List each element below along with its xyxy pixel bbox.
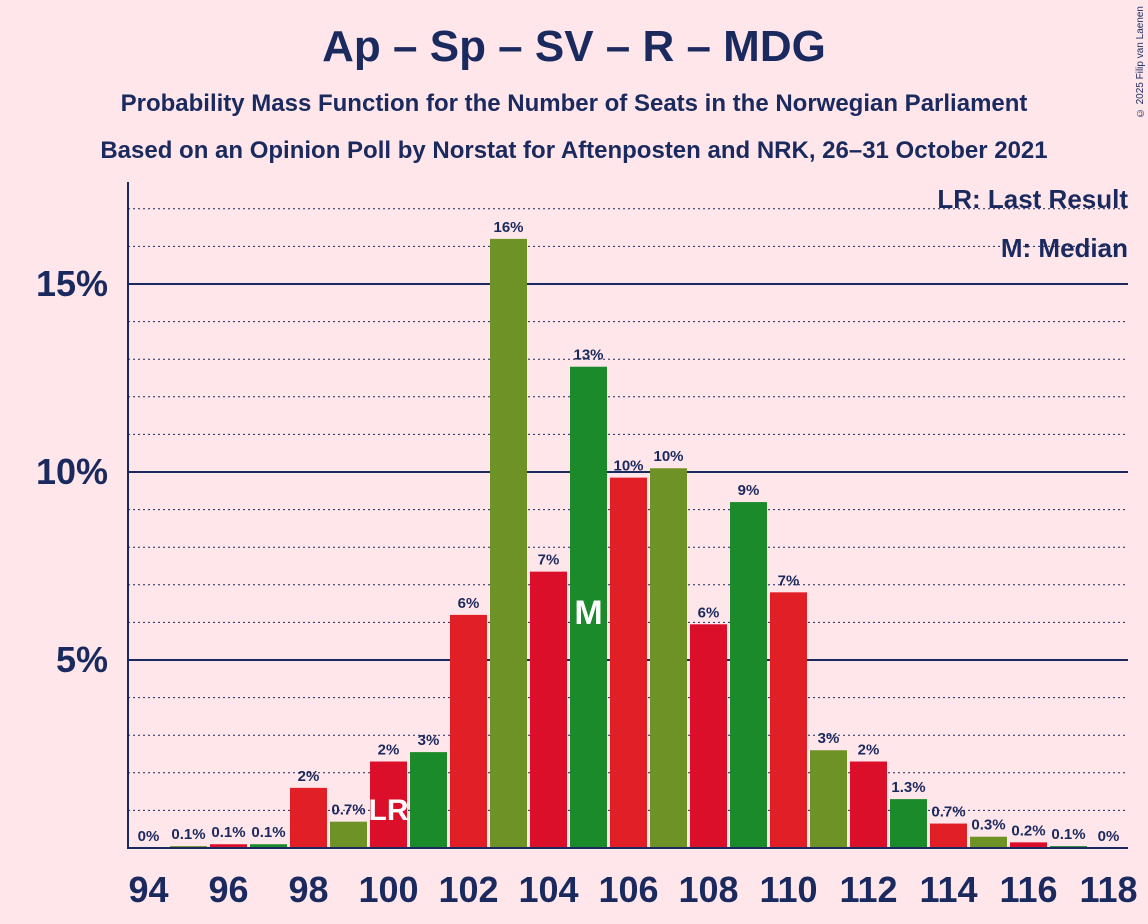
data-label: 0.7% bbox=[331, 802, 365, 819]
bar bbox=[890, 799, 927, 848]
data-label: 0.7% bbox=[931, 804, 965, 821]
x-tick-label: 112 bbox=[839, 869, 897, 910]
chart-subtitle: Probability Mass Function for the Number… bbox=[120, 90, 1028, 117]
legend-median: M: Median bbox=[1000, 233, 1128, 263]
bar bbox=[610, 477, 647, 848]
x-tick-label: 118 bbox=[1079, 869, 1137, 910]
x-tick-label: 114 bbox=[919, 869, 977, 910]
bar bbox=[210, 844, 247, 848]
bar bbox=[770, 592, 807, 848]
x-tick-label: 116 bbox=[999, 869, 1057, 910]
data-label: 0.1% bbox=[171, 826, 205, 843]
data-label: 3% bbox=[418, 732, 440, 749]
data-label: 2% bbox=[858, 742, 880, 759]
y-tick-label: 5% bbox=[56, 639, 108, 680]
x-tick-label: 96 bbox=[208, 869, 248, 910]
data-label: 0.1% bbox=[251, 824, 285, 841]
bar bbox=[970, 836, 1007, 848]
bar bbox=[730, 502, 767, 848]
x-tick-label: 104 bbox=[518, 869, 578, 910]
data-label: 3% bbox=[818, 730, 840, 747]
chart-title: Ap – Sp – SV – R – MDG bbox=[322, 22, 826, 71]
data-label: 7% bbox=[778, 572, 800, 589]
x-tick-label: 102 bbox=[438, 869, 498, 910]
data-label: 10% bbox=[653, 448, 683, 465]
data-label: 7% bbox=[538, 552, 560, 569]
bar bbox=[850, 761, 887, 848]
data-label: 0.1% bbox=[211, 824, 245, 841]
bar bbox=[490, 238, 527, 848]
y-tick-label: 10% bbox=[36, 451, 108, 492]
data-label: 0% bbox=[1098, 828, 1120, 845]
bar bbox=[810, 750, 847, 848]
x-tick-label: 108 bbox=[678, 869, 738, 910]
bar bbox=[250, 844, 287, 848]
x-tick-label: 98 bbox=[288, 869, 328, 910]
bar bbox=[410, 752, 447, 848]
bar bbox=[330, 821, 367, 848]
data-label: 1.3% bbox=[891, 779, 925, 796]
bar bbox=[370, 761, 407, 848]
bar bbox=[530, 571, 567, 848]
data-label: 0.3% bbox=[971, 817, 1005, 834]
data-label: 0% bbox=[138, 828, 160, 845]
bar bbox=[930, 823, 967, 848]
data-label: 2% bbox=[298, 768, 320, 785]
bar bbox=[1010, 842, 1047, 848]
data-label: 0.1% bbox=[1051, 826, 1085, 843]
data-label: 2% bbox=[378, 742, 400, 759]
data-label: 16% bbox=[493, 219, 523, 236]
data-label: 6% bbox=[698, 604, 720, 621]
x-tick-label: 106 bbox=[598, 869, 658, 910]
data-label: 9% bbox=[738, 482, 760, 499]
data-label: 6% bbox=[458, 595, 480, 612]
bar bbox=[450, 614, 487, 848]
bar bbox=[290, 787, 327, 848]
x-tick-label: 94 bbox=[128, 869, 168, 910]
legend-last-result: LR: Last Result bbox=[937, 184, 1128, 214]
bar bbox=[650, 468, 687, 848]
x-tick-label: 110 bbox=[759, 869, 817, 910]
bar bbox=[690, 624, 727, 848]
x-tick-label: 100 bbox=[358, 869, 418, 910]
median-marker: M bbox=[574, 594, 602, 632]
last-result-marker: LR bbox=[369, 794, 409, 827]
data-label: 10% bbox=[613, 458, 643, 475]
bar bbox=[570, 366, 607, 848]
y-tick-label: 15% bbox=[36, 263, 108, 304]
data-label: 13% bbox=[573, 347, 603, 364]
chart-source: Based on an Opinion Poll by Norstat for … bbox=[100, 137, 1048, 164]
data-label: 0.2% bbox=[1011, 822, 1045, 839]
